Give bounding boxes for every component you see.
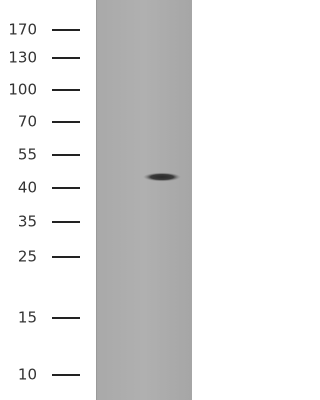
marker-label: 35 <box>18 213 37 231</box>
marker-label: 170 <box>8 21 37 39</box>
marker-label: 10 <box>18 366 37 384</box>
marker-label: 15 <box>18 309 37 327</box>
marker-label: 130 <box>8 49 37 67</box>
marker-label: 25 <box>18 248 37 266</box>
western-blot: 170 130 100 70 55 40 35 25 15 10 <box>8 0 192 400</box>
marker-label: 40 <box>18 179 37 197</box>
ladder: 170 130 100 70 55 40 35 25 15 10 <box>8 21 80 384</box>
marker-label: 70 <box>18 113 37 131</box>
marker-label: 100 <box>8 81 37 99</box>
marker-label: 55 <box>18 146 37 164</box>
gel <box>96 0 192 400</box>
protein-band <box>143 172 181 182</box>
